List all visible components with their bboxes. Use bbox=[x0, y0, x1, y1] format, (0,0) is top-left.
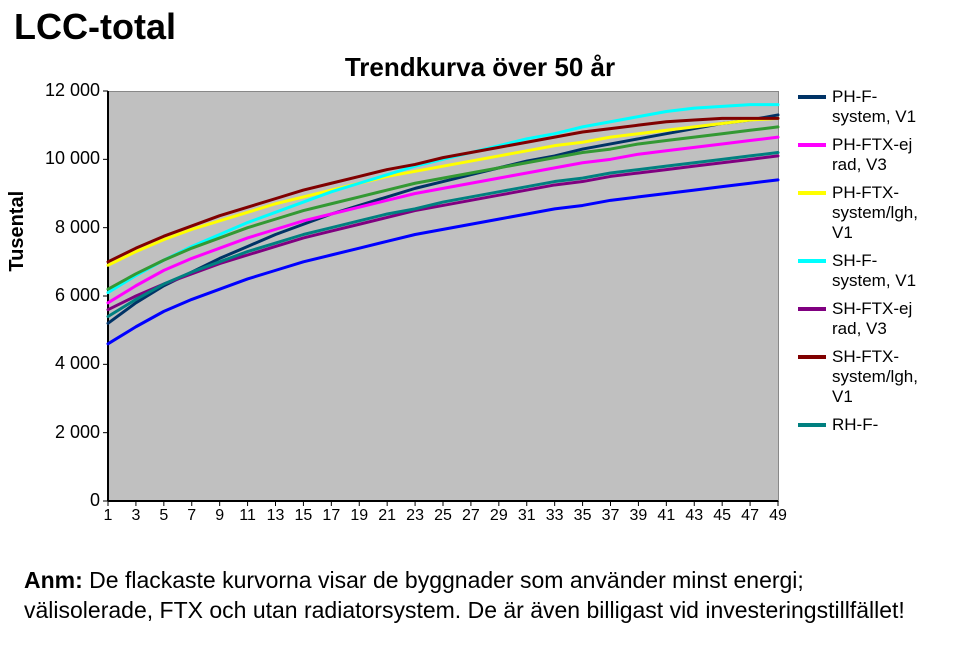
chart-title: Trendkurva över 50 år bbox=[0, 52, 960, 83]
xtick-label: 31 bbox=[518, 507, 536, 525]
legend-label: SH-FTX- system/lgh, V1 bbox=[832, 347, 918, 407]
ytick-label: 12 000 bbox=[40, 80, 100, 101]
ytick-label: 8 000 bbox=[40, 217, 100, 238]
xtick-label: 19 bbox=[350, 507, 368, 525]
xtick-label: 41 bbox=[657, 507, 675, 525]
legend-item: PH-FTX- system/lgh, V1 bbox=[798, 183, 918, 243]
legend-label: SH-FTX-ej rad, V3 bbox=[832, 299, 912, 339]
legend-label: PH-FTX- system/lgh, V1 bbox=[832, 183, 918, 243]
xtick-label: 15 bbox=[295, 507, 313, 525]
ytick-label: 4 000 bbox=[40, 353, 100, 374]
legend-swatch bbox=[798, 423, 826, 427]
legend-swatch bbox=[798, 259, 826, 263]
xtick-label: 21 bbox=[378, 507, 396, 525]
ytick-label: 2 000 bbox=[40, 422, 100, 443]
legend-label: RH-F- bbox=[832, 415, 878, 435]
note-text: De flackaste kurvorna visar de byggnader… bbox=[24, 567, 905, 623]
xtick-label: 49 bbox=[769, 507, 787, 525]
legend-item: SH-F- system, V1 bbox=[798, 251, 918, 291]
ytick-label: 6 000 bbox=[40, 285, 100, 306]
xtick-label: 11 bbox=[239, 507, 256, 525]
legend-item: PH-F- system, V1 bbox=[798, 87, 918, 127]
legend-item: SH-FTX- system/lgh, V1 bbox=[798, 347, 918, 407]
legend-swatch bbox=[798, 355, 826, 359]
xtick-label: 37 bbox=[602, 507, 620, 525]
xtick-label: 27 bbox=[462, 507, 480, 525]
xtick-label: 39 bbox=[630, 507, 648, 525]
xtick-label: 33 bbox=[546, 507, 564, 525]
xtick-label: 29 bbox=[490, 507, 508, 525]
legend-swatch bbox=[798, 191, 826, 195]
xtick-label: 3 bbox=[131, 507, 140, 525]
xtick-label: 25 bbox=[434, 507, 452, 525]
xtick-label: 43 bbox=[685, 507, 703, 525]
legend-swatch bbox=[798, 95, 826, 99]
legend-label: PH-F- system, V1 bbox=[832, 87, 916, 127]
xtick-label: 47 bbox=[741, 507, 759, 525]
xtick-label: 13 bbox=[267, 507, 285, 525]
page-title: LCC-total bbox=[14, 6, 960, 48]
xtick-label: 35 bbox=[574, 507, 592, 525]
xtick-label: 5 bbox=[159, 507, 168, 525]
xtick-label: 17 bbox=[322, 507, 340, 525]
note-prefix: Anm: bbox=[24, 567, 83, 593]
xtick-label: 9 bbox=[215, 507, 224, 525]
legend-swatch bbox=[798, 143, 826, 147]
xtick-label: 7 bbox=[187, 507, 196, 525]
xtick-label: 1 bbox=[104, 507, 113, 525]
chart-footnote: Anm: De flackaste kurvorna visar de bygg… bbox=[24, 565, 936, 625]
legend-swatch bbox=[798, 307, 826, 311]
legend-item: PH-FTX-ej rad, V3 bbox=[798, 135, 918, 175]
ytick-label: 10 000 bbox=[40, 148, 100, 169]
legend-label: SH-F- system, V1 bbox=[832, 251, 916, 291]
xtick-label: 45 bbox=[713, 507, 731, 525]
legend-item: RH-F- bbox=[798, 415, 918, 435]
legend: PH-F- system, V1 PH-FTX-ej rad, V3 PH-FTX-… bbox=[798, 87, 918, 443]
legend-item: SH-FTX-ej rad, V3 bbox=[798, 299, 918, 339]
chart-container: Tusental PH-F- system, V1PH-FTX-ej rad, … bbox=[18, 87, 948, 537]
xtick-label: 23 bbox=[406, 507, 424, 525]
ytick-label: 0 bbox=[40, 490, 100, 511]
legend-label: PH-FTX-ej rad, V3 bbox=[832, 135, 912, 175]
